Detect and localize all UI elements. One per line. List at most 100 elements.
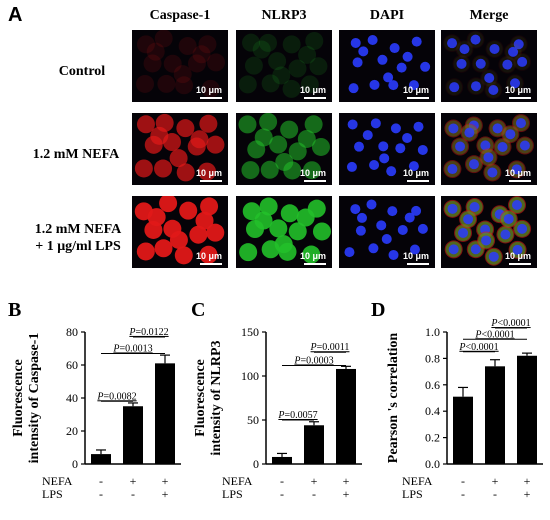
scale-bar-label: 10 μm [504, 168, 531, 178]
row-label-nefa-lps-line1: 1.2 mM NEFA [34, 222, 122, 237]
panel-c-condition-lps-1: - [280, 487, 284, 501]
scale-bar [407, 263, 429, 265]
scale-bar [200, 97, 222, 99]
panel-b-bar-1 [91, 454, 111, 464]
panel-c-ytick-label: 150 [241, 325, 259, 339]
micrograph-control-nlrp3: 10 μm [236, 30, 332, 102]
scale-bar-label: 10 μm [504, 85, 531, 95]
panel-b-ylabel-line1: Fluorescence [11, 359, 26, 437]
row-label-nefa-lps-line2: + 1 μg/ml LPS [35, 239, 121, 254]
panel-b-pvalue-3: P=0.0122 [128, 327, 168, 338]
panel-b-condition-label-nefa: NEFA [42, 474, 73, 488]
column-header-dapi: DAPI [369, 8, 405, 23]
panel-c-pvalue-1: P=0.0057 [277, 410, 317, 421]
panel-c-bar-3 [336, 368, 356, 464]
panel-c-ytick-label: 0 [253, 457, 259, 471]
panel-d-condition-nefa-3: + [524, 474, 531, 488]
row-label-control-line1: Control [58, 64, 106, 79]
column-header-nlrp3: NLRP3 [261, 8, 307, 23]
panel-c-bar-2 [304, 425, 324, 464]
scale-bar [407, 97, 429, 99]
panel-d-pvalue-3: P<0.0001 [490, 318, 530, 329]
panel-d-bar-2 [485, 366, 505, 464]
panel-c-condition-nefa-2: + [311, 474, 318, 488]
micrograph-nefa-lps-dapi: 10 μm [339, 196, 435, 268]
row-label-nefa-line1: 1.2 mM NEFA [32, 147, 120, 162]
scale-bar [509, 263, 531, 265]
panel-d-ytick-label: 1.0 [425, 325, 440, 339]
panel-b-condition-nefa-1: - [99, 474, 103, 488]
panel-d-condition-nefa-1: - [461, 474, 465, 488]
panel-c-ylabel-line2: intensity of NLRP3 [209, 340, 224, 455]
scale-bar [407, 180, 429, 182]
panel-b-condition-lps-1: - [99, 487, 103, 501]
scale-bar [200, 180, 222, 182]
panel-d-condition-lps-2: - [493, 487, 497, 501]
panel-b-condition-nefa-3: + [162, 474, 169, 488]
micrograph-nefa-lps-merge: 10 μm [441, 196, 537, 268]
panel-c-condition-label-nefa: NEFA [222, 474, 253, 488]
panel-b-condition-lps-3: + [162, 487, 169, 501]
micrograph-nefa-dapi: 10 μm [339, 113, 435, 185]
scale-bar-label: 10 μm [504, 251, 531, 261]
micrograph-nefa-lps-nlrp3: 10 μm [236, 196, 332, 268]
panel-d-ylabel: Pearson 's correlation [386, 333, 401, 464]
panel-d-condition-lps-1: - [461, 487, 465, 501]
panel-d-ytick-label: 0.2 [425, 431, 440, 445]
row-label-nefa-lps: 1.2 mM NEFA + 1 μg/ml LPS [18, 221, 138, 255]
micrograph-nefa-nlrp3: 10 μm [236, 113, 332, 185]
panel-b-letter: B [8, 299, 21, 321]
scale-bar-label: 10 μm [299, 251, 326, 261]
micrograph-control-caspase1: 10 μm [132, 30, 228, 102]
scale-bar [200, 263, 222, 265]
scale-bar-label: 10 μm [402, 168, 429, 178]
micrograph-nefa-lps-caspase1: 10 μm [132, 196, 228, 268]
panel-c-ytick-label: 100 [241, 369, 259, 383]
panel-d-condition-lps-3: + [524, 487, 531, 501]
panel-d-condition-nefa-2: + [492, 474, 499, 488]
scale-bar [509, 180, 531, 182]
panel-a-letter: A [8, 4, 23, 26]
panel-b-condition-label-lps: LPS [42, 487, 63, 501]
panel-d-ytick-label: 0.6 [425, 378, 440, 392]
panel-d-ytick-label: 0.0 [425, 457, 440, 471]
panel-c-condition-lps-2: - [312, 487, 316, 501]
panel-d-condition-label-lps: LPS [402, 487, 423, 501]
panel-c-ylabel-line1: Fluorescence [193, 359, 208, 437]
panel-b-bar-2 [123, 406, 143, 464]
panel-c-pvalue-3: P=0.0011 [310, 342, 350, 353]
scale-bar [304, 97, 326, 99]
panel-c-pvalue-2: P=0.0003 [293, 355, 333, 366]
scale-bar-label: 10 μm [195, 251, 222, 261]
panel-b-ytick-label: 20 [66, 424, 78, 438]
panel-d-bar-3 [517, 355, 537, 464]
scale-bar [304, 180, 326, 182]
micrograph-control-merge: 10 μm [441, 30, 537, 102]
panel-c-condition-nefa-1: - [280, 474, 284, 488]
panel-c-condition-lps-3: + [343, 487, 350, 501]
panel-c-condition-nefa-3: + [343, 474, 350, 488]
column-header-caspase1: Caspase-1 [149, 8, 211, 23]
panel-d-pvalue-1: P<0.0001 [458, 342, 498, 353]
scale-bar-label: 10 μm [299, 85, 326, 95]
scale-bar-label: 10 μm [195, 168, 222, 178]
panel-d-condition-label-nefa: NEFA [402, 474, 433, 488]
row-label-nefa: 1.2 mM NEFA [16, 146, 136, 163]
micrograph-nefa-merge: 10 μm [441, 113, 537, 185]
panel-c-condition-label-lps: LPS [222, 487, 243, 501]
micrograph-nefa-caspase1: 10 μm [132, 113, 228, 185]
panel-b-ytick-label: 80 [66, 325, 78, 339]
scale-bar [304, 263, 326, 265]
panel-b-condition-lps-2: - [131, 487, 135, 501]
panel-b-ytick-label: 60 [66, 358, 78, 372]
scale-bar-label: 10 μm [402, 251, 429, 261]
panel-d-pvalue-2: P<0.0001 [474, 329, 514, 340]
panel-b-pvalue-2: P=0.0013 [112, 343, 152, 354]
panel-d-letter: D [371, 299, 385, 321]
column-header-merge: Merge [469, 8, 509, 23]
scale-bar [509, 97, 531, 99]
micrograph-control-dapi: 10 μm [339, 30, 435, 102]
panel-c-letter: C [191, 299, 205, 321]
panel-b-pvalue-1: P=0.0082 [96, 391, 136, 402]
panel-d-bar-1 [453, 396, 473, 464]
